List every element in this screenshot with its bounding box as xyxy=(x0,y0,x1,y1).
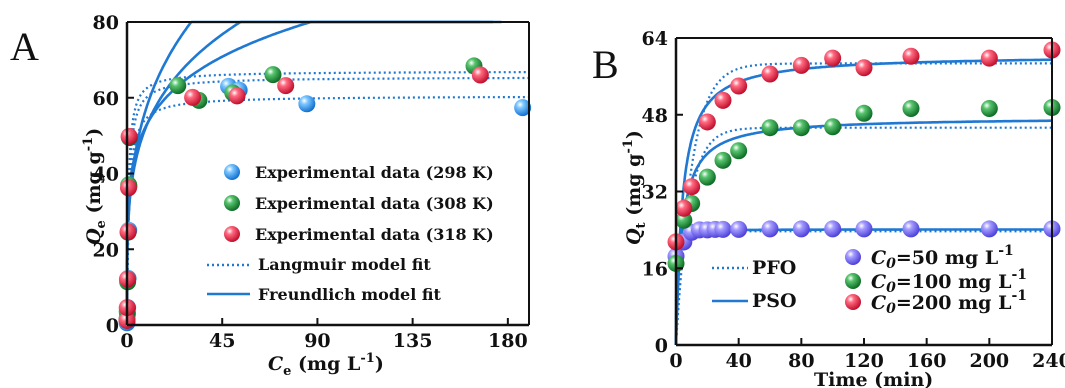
data-point-series-3 xyxy=(120,127,138,145)
legend-label-298k: Experimental data (298 K) xyxy=(255,163,494,182)
data-point-series-2 xyxy=(714,151,732,169)
legend-marker-298k xyxy=(224,164,240,180)
y-tick-label: 0 xyxy=(106,315,119,337)
data-point-series-2 xyxy=(675,211,693,229)
legend-label-308k: Experimental data (308 K) xyxy=(255,194,494,213)
data-point-series-2 xyxy=(264,66,282,84)
panel-a-label: A xyxy=(10,24,39,69)
x-tick-label: 135 xyxy=(393,330,433,352)
panel-a-data-points xyxy=(118,57,532,332)
x-tick-label: 40 xyxy=(725,350,751,372)
data-point-series-3 xyxy=(683,178,701,196)
data-point-series-3 xyxy=(714,91,732,109)
data-point-series-1 xyxy=(714,220,732,238)
data-point-series-3 xyxy=(980,49,998,67)
x-tick-label: 240 xyxy=(1032,350,1065,372)
panel-a-y-axis-title: Qe (mg g-1) xyxy=(81,128,109,245)
legend-label-318k: Experimental data (318 K) xyxy=(255,225,494,244)
data-point-series-3 xyxy=(277,77,295,95)
y-tick-label: 48 xyxy=(642,105,668,127)
data-point-series-3 xyxy=(119,179,137,197)
data-point-series-3 xyxy=(228,87,246,105)
legend-label-langmuir: Langmuir model fit xyxy=(258,255,431,274)
fit-curve-langmuir-model-fit xyxy=(125,70,529,325)
panel-b-legend: PFO PSO C0=50 mg L-1 C0=100 mg L-1 C0=20… xyxy=(712,243,1027,317)
data-point-series-3 xyxy=(698,113,716,131)
x-tick-label: 80 xyxy=(788,350,814,372)
fit-curve-langmuir-model-fit xyxy=(125,76,529,325)
data-point-series-2 xyxy=(698,168,716,186)
legend-label-pso: PSO xyxy=(752,290,797,312)
data-point-series-1 xyxy=(792,220,810,238)
data-point-series-3 xyxy=(675,199,693,217)
legend-label-c100: C0=100 mg L-1 xyxy=(871,267,1027,296)
y-tick-label: 32 xyxy=(642,182,668,204)
x-tick-label: 90 xyxy=(304,330,330,352)
data-point-series-3 xyxy=(730,77,748,95)
data-point-series-1 xyxy=(980,220,998,238)
legend-marker-c200 xyxy=(845,294,861,310)
y-tick-label: 64 xyxy=(642,28,668,50)
data-point-series-2 xyxy=(169,77,187,95)
panel-b-x-axis-title: Time (min) xyxy=(814,369,933,388)
data-point-series-3 xyxy=(471,66,489,84)
legend-marker-318k xyxy=(224,226,240,242)
panel-b: B 04080120160200240016324864 Time (min) … xyxy=(592,28,1065,388)
data-point-series-2 xyxy=(792,119,810,137)
legend-marker-c100 xyxy=(845,273,861,289)
panel-a-ticks: 0 45 90 135 180 0 20 40 60 80 xyxy=(93,12,528,352)
y-tick-label: 40 xyxy=(93,164,119,186)
x-tick-label: 160 xyxy=(907,350,947,372)
y-tick-label: 80 xyxy=(93,12,119,34)
y-tick-label: 0 xyxy=(655,335,668,357)
legend-marker-c50 xyxy=(845,249,861,265)
panel-a-x-axis-title: Ce (mg L-1) xyxy=(268,351,384,379)
data-point-series-3 xyxy=(792,56,810,74)
y-tick-label: 60 xyxy=(93,88,119,110)
data-point-series-1 xyxy=(298,95,316,113)
fit-curve-pfo xyxy=(674,62,1052,345)
data-point-series-3 xyxy=(902,47,920,65)
legend-label-freundlich: Freundlich model fit xyxy=(258,285,441,304)
data-point-series-1 xyxy=(730,220,748,238)
data-point-series-2 xyxy=(761,119,779,137)
data-point-series-2 xyxy=(902,100,920,118)
x-tick-label: 120 xyxy=(844,350,884,372)
x-tick-label: 45 xyxy=(209,330,235,352)
data-point-series-2 xyxy=(855,104,873,122)
panel-a: A 0 45 90 135 180 0 20 40 60 80 Ce (mg L-1) Qe (m… xyxy=(10,12,532,379)
panel-b-y-axis-title: Qt (mg g-1) xyxy=(621,130,649,245)
legend-marker-308k xyxy=(224,195,240,211)
data-point-series-3 xyxy=(184,88,202,106)
data-point-series-3 xyxy=(824,49,842,67)
panel-b-data-points xyxy=(667,41,1061,272)
panel-a-legend: Experimental data (298 K) Experimental d… xyxy=(207,163,494,304)
data-point-series-1 xyxy=(855,220,873,238)
legend-label-pfo: PFO xyxy=(752,257,796,279)
data-point-series-2 xyxy=(824,118,842,136)
x-tick-label: 180 xyxy=(488,330,528,352)
legend-label-c200: C0=200 mg L-1 xyxy=(871,288,1027,317)
data-point-series-1 xyxy=(761,220,779,238)
data-point-series-1 xyxy=(902,220,920,238)
legend-label-c50: C0=50 mg L-1 xyxy=(871,243,1014,272)
x-tick-label: 200 xyxy=(969,350,1009,372)
panel-b-label: B xyxy=(592,42,619,87)
data-point-series-2 xyxy=(730,142,748,160)
data-point-series-1 xyxy=(514,99,532,117)
y-tick-label: 16 xyxy=(642,258,668,280)
data-point-series-3 xyxy=(761,65,779,83)
panel-b-ticks: 0 40 80 120 160 200 240 0 16 32 48 64 xyxy=(642,28,1065,372)
data-point-series-2 xyxy=(980,100,998,118)
x-tick-label: 0 xyxy=(120,330,133,352)
data-point-series-1 xyxy=(824,220,842,238)
data-point-series-3 xyxy=(855,59,873,77)
y-tick-label: 20 xyxy=(93,239,119,261)
x-tick-label: 0 xyxy=(669,350,682,372)
